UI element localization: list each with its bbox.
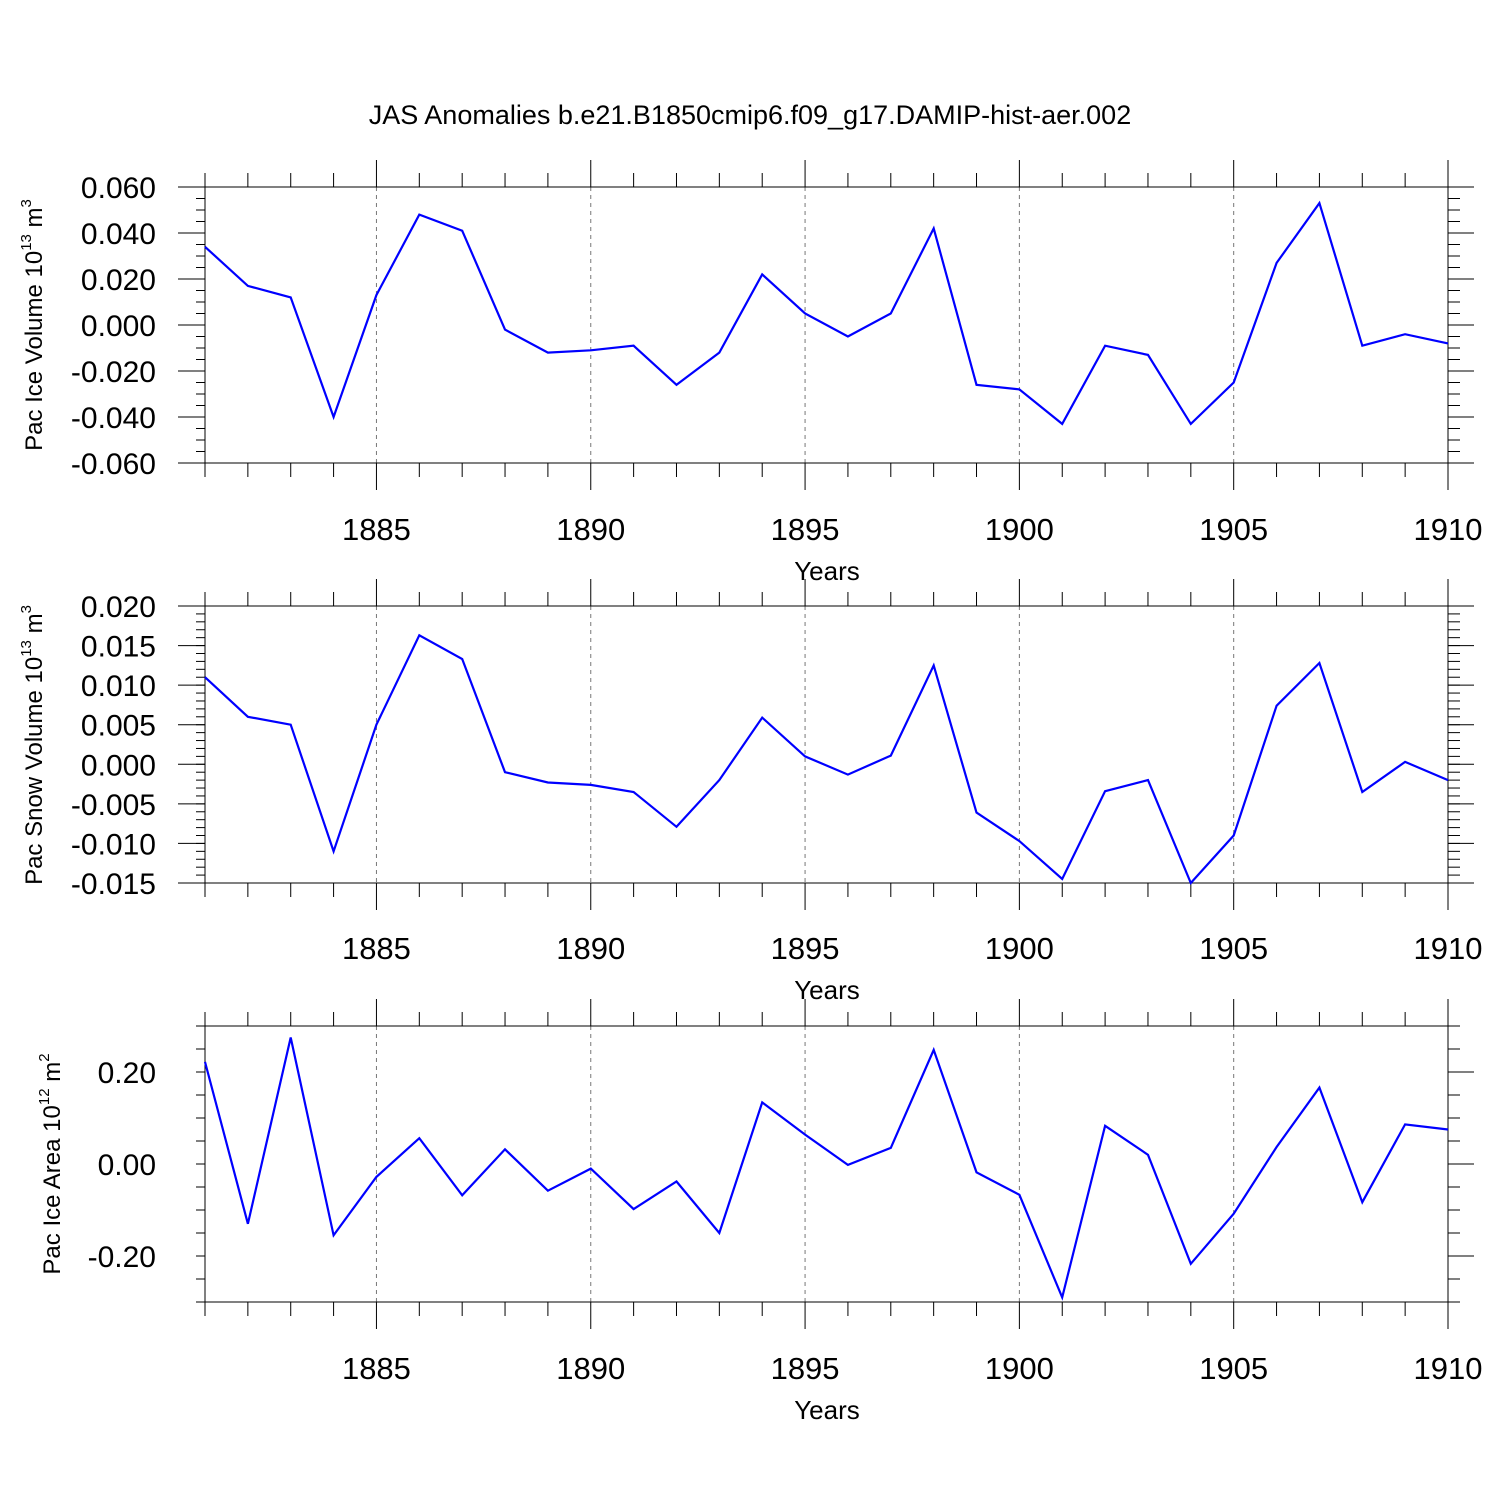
panel-ice-volume: Pac Ice Volume 1013 m3 Years -0.060 -0.04… xyxy=(18,160,1482,586)
y-tick-label: 0.20 xyxy=(98,1057,156,1090)
x-tick-label: 1905 xyxy=(1199,1351,1268,1386)
y-tick-label: 0.040 xyxy=(81,218,156,251)
panel-ice-area: Pac Ice Area 1012 m2 Years -0.20 0.00 0.20… xyxy=(36,999,1482,1425)
y-tick-label: 0.00 xyxy=(98,1149,156,1182)
x-tick-label: 1910 xyxy=(1414,931,1483,966)
x-tick-label: 1905 xyxy=(1199,931,1268,966)
x-tick-label: 1895 xyxy=(771,1351,840,1386)
x-tick-label: 1885 xyxy=(342,931,411,966)
series-line xyxy=(203,1037,1449,1301)
x-axis-label: Years xyxy=(794,975,860,1005)
x-tick-label: 1910 xyxy=(1414,1351,1483,1386)
y-tick-label: 0.010 xyxy=(81,670,156,703)
y-axis-label: Pac Ice Volume 1013 m3 xyxy=(18,199,48,451)
panel-snow-volume: Pac Snow Volume 1013 m3 Years -0.015 -0.0… xyxy=(18,579,1482,1005)
y-tick-label: -0.005 xyxy=(71,789,156,822)
y-tick-label: 0.015 xyxy=(81,631,156,664)
series-line xyxy=(204,633,1449,886)
chart-title: JAS Anomalies b.e21.B1850cmip6.f09_g17.D… xyxy=(369,100,1131,130)
x-tick-label: 1910 xyxy=(1414,512,1483,547)
y-tick-label: -0.015 xyxy=(71,868,156,901)
x-tick-label: 1905 xyxy=(1199,512,1268,547)
x-axis-label: Years xyxy=(794,556,860,586)
y-tick-label: 0.005 xyxy=(81,710,156,743)
y-tick-label: -0.040 xyxy=(71,402,156,435)
x-tick-label: 1895 xyxy=(771,931,840,966)
x-tick-label: 1890 xyxy=(556,1351,625,1386)
y-tick-label: -0.010 xyxy=(71,828,156,861)
y-tick-label: 0.020 xyxy=(81,591,156,624)
x-axis-label: Years xyxy=(794,1395,860,1425)
y-tick-label: 0.020 xyxy=(81,264,156,297)
y-tick-label: -0.060 xyxy=(71,448,156,481)
y-tick-label: 0.000 xyxy=(81,749,156,782)
x-tick-label: 1900 xyxy=(985,512,1054,547)
y-tick-label: 0.060 xyxy=(81,172,156,205)
series-line xyxy=(204,200,1449,426)
y-tick-label: -0.020 xyxy=(71,356,156,389)
y-tick-label: -0.20 xyxy=(88,1241,156,1274)
x-tick-label: 1895 xyxy=(771,512,840,547)
y-tick-label: 0.000 xyxy=(81,310,156,343)
x-tick-label: 1890 xyxy=(556,512,625,547)
x-tick-label: 1900 xyxy=(985,1351,1054,1386)
x-tick-label: 1885 xyxy=(342,512,411,547)
plot-frame xyxy=(204,605,1449,884)
y-axis-label: Pac Snow Volume 1013 m3 xyxy=(18,605,48,885)
y-axis-label: Pac Ice Area 1012 m2 xyxy=(36,1053,66,1274)
x-tick-label: 1900 xyxy=(985,931,1054,966)
x-tick-label: 1890 xyxy=(556,931,625,966)
x-tick-label: 1885 xyxy=(342,1351,411,1386)
